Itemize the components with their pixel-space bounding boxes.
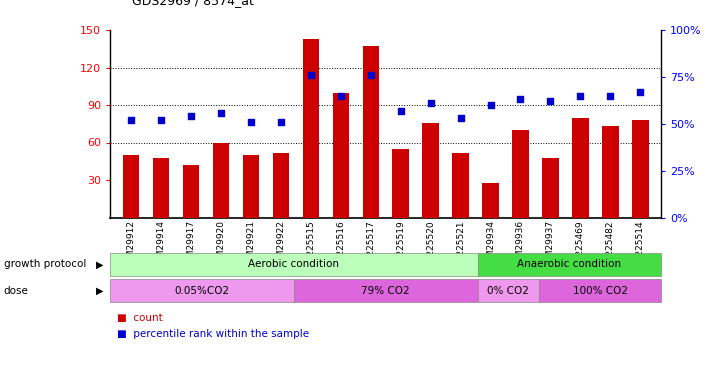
Text: dose: dose (4, 286, 28, 296)
Bar (333, 93, 349, 218)
Point (125, 117, 137, 123)
Point (335, 93, 346, 99)
Text: 100% CO2: 100% CO2 (572, 286, 628, 296)
Point (515, 96, 526, 102)
Bar (512, 130, 529, 218)
Bar (363, 46, 379, 217)
Text: Anaerobic condition: Anaerobic condition (518, 260, 621, 269)
Point (635, 89, 646, 95)
Point (365, 72, 376, 78)
Text: growth protocol: growth protocol (4, 260, 86, 269)
Bar (422, 123, 439, 218)
Point (455, 115, 466, 121)
Point (485, 102, 496, 108)
Text: 0% CO2: 0% CO2 (487, 286, 529, 296)
Bar (242, 155, 260, 218)
Point (186, 113, 197, 119)
Bar (123, 155, 139, 218)
Text: 0.05%CO2: 0.05%CO2 (174, 286, 230, 296)
Bar (272, 153, 289, 218)
Bar (213, 142, 229, 218)
Text: GDS2969 / 8574_at: GDS2969 / 8574_at (132, 0, 253, 8)
Point (425, 100, 437, 106)
Point (245, 119, 257, 125)
Bar (542, 158, 559, 218)
Bar (392, 149, 409, 217)
Text: ▶: ▶ (95, 260, 103, 269)
Point (215, 110, 227, 116)
Point (574, 93, 586, 99)
Bar (153, 158, 169, 218)
Bar (303, 39, 319, 218)
Text: 79% CO2: 79% CO2 (361, 286, 410, 296)
Text: Aerobic condition: Aerobic condition (248, 260, 339, 269)
Bar (183, 165, 199, 218)
Bar (632, 120, 648, 218)
Text: ■  count: ■ count (117, 312, 163, 322)
Point (604, 93, 616, 99)
Point (156, 117, 167, 123)
Bar (602, 126, 619, 218)
Text: ■  percentile rank within the sample: ■ percentile rank within the sample (117, 329, 309, 339)
Text: ▶: ▶ (95, 286, 103, 296)
Point (305, 72, 316, 78)
Point (275, 119, 287, 125)
Bar (572, 117, 589, 218)
Bar (482, 183, 499, 218)
Bar (452, 153, 469, 218)
Point (545, 98, 556, 104)
Point (395, 108, 407, 114)
